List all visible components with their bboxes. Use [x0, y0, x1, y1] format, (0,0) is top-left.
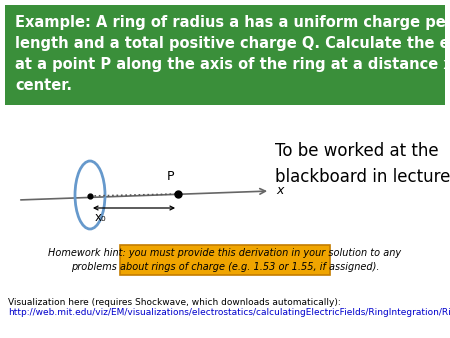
- Text: x: x: [276, 184, 284, 196]
- Text: at a point P along the axis of the ring at a distance x₀ from its: at a point P along the axis of the ring …: [15, 57, 450, 72]
- Bar: [120, 245, 330, 275]
- Text: Example: A ring of radius a has a uniform charge per unit: Example: A ring of radius a has a unifor…: [15, 15, 450, 30]
- Text: http://web.mit.edu/viz/EM/visualizations/electrostatics/calculatingElectricField: http://web.mit.edu/viz/EM/visualizations…: [8, 308, 450, 317]
- Text: To be worked at the
blackboard in lecture.: To be worked at the blackboard in lectur…: [275, 142, 450, 186]
- Text: Visualization here (requires Shockwave, which downloads automatically):: Visualization here (requires Shockwave, …: [8, 298, 341, 307]
- Text: Homework hint: you must provide this derivation in your solution to any
problems: Homework hint: you must provide this der…: [49, 248, 401, 272]
- Text: length and a total positive charge Q. Calculate the electric field: length and a total positive charge Q. Ca…: [15, 36, 450, 51]
- Text: x₀: x₀: [95, 211, 107, 224]
- Text: center.: center.: [15, 78, 72, 93]
- Bar: [5, 5, 445, 105]
- Text: P: P: [166, 170, 174, 183]
